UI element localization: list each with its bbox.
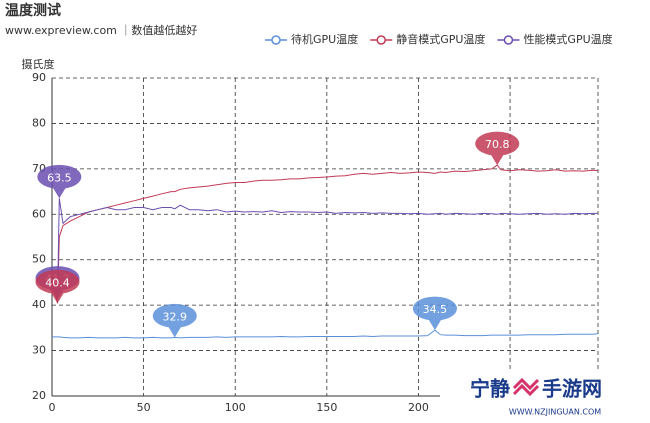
legend-label: 性能模式GPU温度	[523, 32, 612, 46]
marker-label: 32.9	[163, 310, 188, 323]
chart-subtitle: www.expreview.com ｜数值越低越好	[5, 23, 197, 37]
y-tick-label: 60	[32, 207, 46, 220]
watermark-bg	[440, 372, 650, 423]
watermark-text: 宁静	[470, 377, 510, 401]
marker-label: 34.5	[423, 303, 448, 316]
y-tick-label: 90	[32, 71, 46, 84]
marker-label: 40.4	[45, 276, 70, 289]
marker-label: 63.5	[47, 171, 72, 184]
x-tick-label: 200	[408, 401, 429, 414]
y-tick-label: 50	[32, 253, 46, 266]
legend-icon	[376, 35, 386, 45]
series-line	[51, 198, 598, 300]
marker-pin	[37, 164, 82, 199]
x-tick-label: 100	[225, 401, 246, 414]
marker-pin	[475, 131, 520, 166]
y-tick-label: 20	[32, 389, 46, 402]
legend-label: 静音模式GPU温度	[396, 32, 485, 46]
watermark-url: WWW.NZJINGUAN.COM	[509, 408, 601, 417]
legend-icon	[503, 35, 514, 45]
legend-icon	[271, 35, 281, 45]
x-tick-label: 150	[316, 401, 337, 414]
series-line	[51, 164, 599, 304]
x-tick-label: 50	[137, 401, 151, 414]
marker-pin	[412, 296, 457, 331]
watermark-text: 手游网	[542, 377, 602, 401]
watermark-logo	[512, 377, 540, 397]
legend-label: 待机GPU温度	[291, 32, 358, 46]
y-axis-label: 摄氏度	[22, 57, 55, 71]
y-tick-label: 30	[32, 344, 46, 357]
marker-pin	[152, 303, 197, 338]
chart-title: 温度测试	[5, 2, 61, 19]
series-line	[52, 329, 599, 339]
marker-label: 70.8	[485, 138, 510, 151]
y-tick-label: 40	[32, 298, 46, 311]
plot: 203040506070809005010015020025063.541.24…	[32, 71, 599, 414]
x-tick-label: 0	[49, 401, 56, 414]
y-tick-label: 80	[32, 116, 46, 129]
watermark: 宁静 手游网 WWW.NZJINGUAN.COM	[440, 372, 650, 423]
marker-pin	[35, 269, 80, 304]
